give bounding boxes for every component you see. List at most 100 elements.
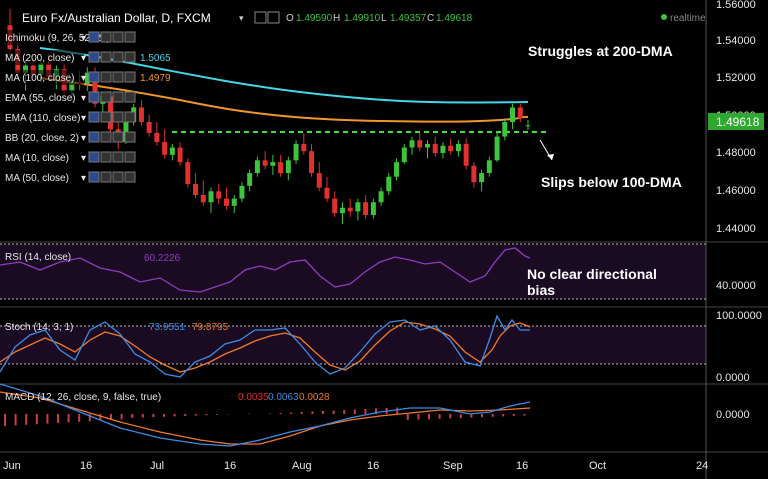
candle[interactable] [285,156,291,181]
indicator-legend-item[interactable]: Ichimoku (9, 26, 52, 26) [5,33,110,44]
rsi-label[interactable]: RSI (14, close) [5,252,71,263]
settings-icon[interactable] [100,111,112,123]
add-icon[interactable] [112,91,124,103]
candle[interactable] [239,182,245,203]
chevron-down-icon[interactable]: ▾ [239,14,244,24]
close-icon[interactable] [124,51,136,63]
stoch-d-line[interactable] [0,321,531,373]
candle[interactable] [471,162,477,188]
rsi-line[interactable] [0,247,531,293]
macd-label[interactable]: MACD (12, 26, close, 9, false, true) [5,392,161,403]
candle[interactable] [293,140,299,164]
chevron-down-icon[interactable]: ▾ [81,73,86,84]
candle[interactable] [494,132,500,163]
candle[interactable] [479,169,485,192]
eye-icon[interactable] [88,91,100,103]
settings-icon[interactable] [100,31,112,43]
candle[interactable] [177,142,183,166]
candle[interactable] [370,198,376,219]
candle[interactable] [432,136,438,157]
candle[interactable] [262,151,268,170]
close-icon[interactable] [124,151,136,163]
candle[interactable] [355,198,361,221]
chevron-down-icon[interactable]: ▾ [81,113,86,124]
eye-icon[interactable] [88,31,100,43]
candle[interactable] [386,173,392,195]
eye-icon[interactable] [88,171,100,183]
add-icon[interactable] [112,71,124,83]
indicator-legend-item[interactable]: MA (50, close) [5,173,69,184]
candle[interactable] [332,191,338,217]
stoch-k-line[interactable] [0,314,530,378]
candle[interactable] [247,169,253,192]
candle[interactable] [502,118,508,141]
settings-icon[interactable] [100,151,112,163]
add-icon[interactable] [112,171,124,183]
candle[interactable] [169,143,175,161]
candle[interactable] [270,154,276,175]
add-icon[interactable] [112,131,124,143]
add-icon[interactable] [112,111,124,123]
close-icon[interactable] [124,71,136,83]
add-icon[interactable] [112,31,124,43]
candle[interactable] [448,138,454,155]
candle[interactable] [301,132,307,155]
eye-icon[interactable] [88,151,100,163]
add-icon[interactable] [112,51,124,63]
candle[interactable] [409,136,415,155]
price-axis[interactable]: 1.56000 1.54000 1.52000 1.50000 1.48000 … [708,0,764,421]
candle[interactable] [154,122,160,146]
candle[interactable] [510,103,516,130]
candle[interactable] [162,129,168,159]
time-axis[interactable]: Jun 16 Jul 16 Aug 16 Sep 16 Oct 24 [3,460,708,472]
candle[interactable] [525,119,531,131]
eye-icon[interactable] [88,131,100,143]
close-icon[interactable] [124,171,136,183]
candle[interactable] [378,187,384,206]
eye-icon[interactable] [254,11,267,24]
indicator-legend-item[interactable]: MA (100, close) [5,73,74,84]
indicator-legend-item[interactable]: EMA (55, close) [5,93,76,104]
settings-icon[interactable] [100,71,112,83]
settings-icon[interactable] [100,171,112,183]
candle[interactable] [347,198,353,217]
candle[interactable] [455,140,461,157]
candle[interactable] [138,100,144,126]
symbol-title[interactable]: Euro Fx/Australian Dollar, D, FXCM [22,11,211,25]
candle[interactable] [254,156,260,177]
candle[interactable] [84,67,90,91]
eye-icon[interactable] [88,51,100,63]
candle[interactable] [394,158,400,181]
close-icon[interactable] [124,111,136,123]
stoch-label[interactable]: Stoch (14, 3, 1) [5,322,73,333]
candle[interactable] [424,140,430,159]
close-icon[interactable] [124,91,136,103]
settings-icon[interactable] [100,51,112,63]
candle[interactable] [316,162,322,192]
candle[interactable] [517,103,523,122]
indicator-legend-item[interactable]: EMA (110, close) [5,113,80,124]
chevron-down-icon[interactable]: ▾ [81,93,86,104]
eye-icon[interactable] [88,111,100,123]
chevron-down-icon[interactable]: ▾ [81,133,86,144]
candle[interactable] [278,154,284,177]
close-icon[interactable] [124,31,136,43]
chevron-down-icon[interactable]: ▾ [81,33,86,44]
settings-icon[interactable] [100,91,112,103]
candle[interactable] [324,176,330,203]
settings-icon[interactable] [267,11,280,24]
macd-line[interactable] [0,383,531,447]
candle[interactable] [309,143,315,177]
candle[interactable] [200,180,206,206]
chevron-down-icon[interactable]: ▾ [81,53,86,64]
chevron-down-icon[interactable]: ▾ [81,153,86,164]
candle[interactable] [185,158,191,188]
eye-icon[interactable] [88,71,100,83]
ma100-line[interactable] [39,77,529,123]
candle[interactable] [223,187,229,210]
candle[interactable] [146,114,152,137]
indicator-legend-item[interactable]: MA (10, close) [5,153,69,164]
indicator-legend-item[interactable]: BB (20, close, 2) [5,133,79,144]
candle[interactable] [486,156,492,177]
